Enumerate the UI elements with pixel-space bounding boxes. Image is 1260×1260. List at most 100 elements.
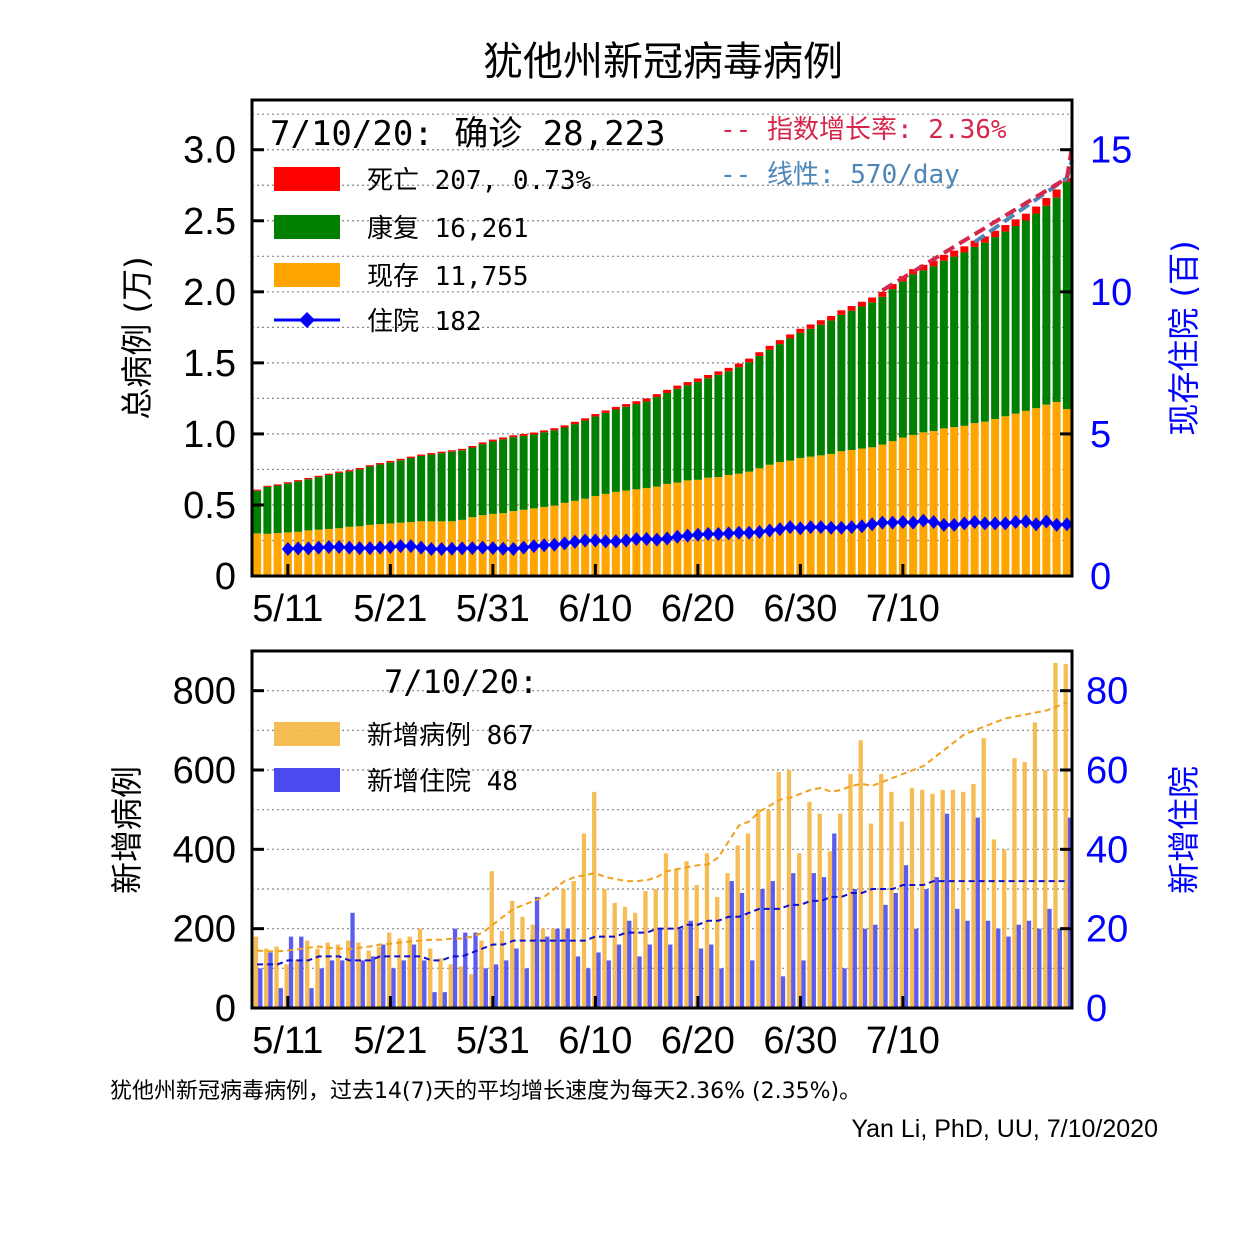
hospitalized-point <box>855 519 868 534</box>
bar-active <box>724 474 733 576</box>
legend-active-swatch <box>274 263 340 287</box>
bar-new-cases <box>397 938 402 1008</box>
x-tick-label: 5/31 <box>456 1020 530 1062</box>
bar-recovered <box>919 270 928 433</box>
bar-death <box>1052 189 1061 198</box>
bar-new-hosp <box>555 928 560 1008</box>
hospitalized-point <box>907 515 920 530</box>
hospitalized-point <box>999 516 1012 531</box>
bar-new-cases <box>335 944 341 1008</box>
bar-death <box>786 334 795 339</box>
bar-death <box>816 320 825 325</box>
bar-new-cases <box>294 960 300 1008</box>
hospitalized-point <box>599 534 612 549</box>
bar-recovered <box>570 424 579 501</box>
y2-tick-label: 40 <box>1086 829 1128 871</box>
bar-new-cases <box>602 889 607 1008</box>
bar-recovered <box>909 274 918 435</box>
bar-recovered <box>878 296 887 445</box>
bar-new-hosp <box>504 960 509 1008</box>
hospitalized-point <box>466 541 479 556</box>
bar-new-cases <box>499 930 505 1008</box>
x-tick-label: 5/21 <box>353 588 427 630</box>
hospitalized-point <box>1060 517 1073 532</box>
hospitalized-point <box>353 541 366 556</box>
bar-recovered <box>468 447 477 518</box>
bar-recovered <box>417 455 426 522</box>
bar-new-hosp <box>432 992 437 1008</box>
bar-recovered <box>560 427 569 503</box>
hospitalized-point <box>722 526 735 541</box>
bar-new-hosp <box>739 892 745 1008</box>
bar-new-hosp <box>340 960 345 1008</box>
bar-new-hosp <box>442 992 447 1008</box>
bar-recovered <box>929 266 938 432</box>
bar-new-hosp <box>780 976 786 1008</box>
bar-active <box>1021 410 1030 576</box>
hospitalized-point <box>630 532 643 547</box>
bar-active <box>827 453 836 576</box>
bar-new-cases <box>653 889 658 1008</box>
bar-recovered <box>1011 226 1020 414</box>
bar-death <box>939 254 948 261</box>
y2-tick-label: 15 <box>1090 130 1132 172</box>
bar-active <box>929 431 938 576</box>
bottom-right-axis-label: 新增住院 <box>1165 766 1203 894</box>
bar-active <box>898 437 907 576</box>
y-tick-label: 1.5 <box>183 343 236 385</box>
bar-new-cases <box>684 861 689 1008</box>
bar-new-hosp <box>688 920 693 1008</box>
bar-active <box>991 418 1000 576</box>
hospitalized-point <box>558 536 571 551</box>
bottom-legend: 7/10/20: 新增病例 867 新增住院 48 <box>274 663 538 797</box>
hospitalized-point <box>702 526 715 541</box>
bar-active <box>704 477 713 576</box>
bar-new-hosp <box>903 865 909 1008</box>
bar-death <box>755 352 764 357</box>
bar-new-cases <box>909 787 915 1008</box>
bar-death <box>765 345 774 350</box>
bar-active <box>755 468 764 576</box>
hospitalized-point <box>640 532 653 547</box>
bar-new-cases <box>868 823 874 1008</box>
bar-death <box>355 468 364 470</box>
bar-death <box>294 480 303 482</box>
legend-hosp-label: 住院 182 <box>367 307 482 337</box>
hospitalized-point <box>886 515 899 530</box>
bar-active <box>1011 413 1020 576</box>
bar-new-cases <box>253 936 259 1008</box>
bar-new-cases <box>704 853 710 1008</box>
y2-tick-label: 10 <box>1090 272 1132 314</box>
bar-death <box>1011 219 1020 227</box>
bar-new-hosp <box>842 968 847 1008</box>
top-hospitalized-line <box>281 513 1073 557</box>
bar-new-hosp <box>862 928 868 1008</box>
bar-recovered <box>263 486 272 534</box>
legend-new-hosp-label: 新增住院 48 <box>367 767 518 797</box>
bar-new-hosp <box>381 944 386 1008</box>
bar-death <box>796 328 805 333</box>
bar-new-cases <box>797 853 802 1008</box>
bar-recovered <box>488 441 497 514</box>
hospitalized-point <box>281 542 294 557</box>
hospitalized-point <box>794 521 807 536</box>
bar-recovered <box>714 374 723 478</box>
bar-new-cases <box>879 773 884 1008</box>
bar-new-hosp <box>996 928 1001 1008</box>
hospitalized-point <box>784 520 797 535</box>
bar-new-cases <box>940 789 945 1008</box>
bar-new-cases <box>264 948 269 1008</box>
legend-hosp-marker <box>299 312 315 328</box>
bar-active <box>939 428 948 576</box>
bar-death <box>458 448 467 451</box>
bar-recovered <box>673 388 682 483</box>
hospitalized-point <box>814 520 827 535</box>
x-tick-label: 7/10 <box>866 588 940 630</box>
bar-new-cases <box>581 833 587 1008</box>
hospitalized-point <box>958 516 971 531</box>
bar-recovered <box>304 479 313 531</box>
bar-active <box>1052 401 1061 576</box>
y2-tick-label: 5 <box>1090 414 1111 456</box>
top-gridlines <box>252 113 1072 542</box>
bar-new-cases <box>325 942 330 1008</box>
